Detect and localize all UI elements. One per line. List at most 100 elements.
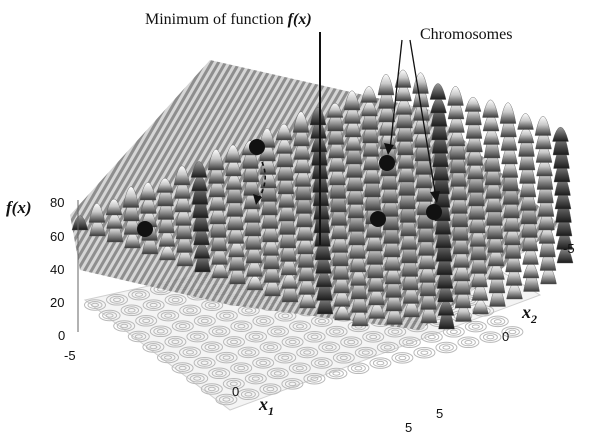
contour-ring <box>464 340 473 345</box>
contour-ring <box>229 381 238 387</box>
contour-ring <box>142 341 165 353</box>
contour-ring <box>303 350 312 355</box>
contour-ring <box>233 364 249 373</box>
surface-peak <box>343 90 361 111</box>
contour-ring <box>262 385 278 394</box>
contour-ring <box>135 315 158 327</box>
contour-ring <box>288 362 311 374</box>
contour-ring <box>336 353 352 362</box>
chromosome-markers <box>137 139 442 237</box>
contour-ring <box>402 338 418 347</box>
contour-ring <box>160 311 176 320</box>
contour-ring <box>449 329 458 335</box>
z-axis-label: f(x) <box>6 198 31 217</box>
contour-ring <box>241 348 257 357</box>
contour-ring <box>244 372 267 385</box>
contour-ring <box>230 362 253 374</box>
x2-tick: 5 <box>436 406 443 421</box>
chromosome-point <box>370 211 386 227</box>
contour-ring <box>240 390 256 399</box>
contour-ring <box>263 343 279 352</box>
contour-ring <box>197 316 213 325</box>
contour-ring <box>171 297 180 303</box>
contour-ring <box>219 311 235 320</box>
contour-ring <box>244 350 253 355</box>
contour-ring <box>204 301 220 310</box>
x1-axis: -5 0 5 x1 <box>64 348 412 433</box>
contour-ring <box>288 381 297 387</box>
contour-ring <box>307 332 323 341</box>
contour-ring <box>354 366 363 371</box>
x2-tick: 0 <box>502 329 509 344</box>
contour-ring <box>182 348 198 357</box>
contour-ring <box>292 364 308 373</box>
surface-peak <box>534 116 552 136</box>
contour-ring <box>486 315 509 328</box>
surface-peak <box>522 262 540 279</box>
contour-ring <box>289 320 311 333</box>
surface-peak <box>292 111 310 133</box>
contour-ring <box>259 341 282 353</box>
contour-ring <box>332 329 341 334</box>
contour-ring <box>394 353 410 362</box>
contour-ring <box>201 341 223 353</box>
contour-ring <box>398 336 421 348</box>
function-surface <box>70 60 574 330</box>
contour-ring <box>471 324 480 329</box>
annotation-text: Minimum of function f(x) Chromosomes <box>145 11 512 43</box>
z-tick: 0 <box>58 328 65 343</box>
contour-ring <box>127 330 150 343</box>
contour-ring <box>361 350 370 355</box>
contour-ring <box>332 352 355 364</box>
contour-ring <box>171 362 194 374</box>
contour-ring <box>237 346 260 359</box>
contour-ring <box>215 309 238 322</box>
surface-peak <box>71 215 89 231</box>
contour-ring <box>186 372 209 385</box>
contour-ring <box>486 334 495 340</box>
contour-ring <box>178 365 187 371</box>
contour-ring <box>175 322 191 331</box>
surface-peak <box>447 86 464 106</box>
surface-peak <box>394 69 412 88</box>
contour-ring <box>113 320 136 332</box>
contour-ring <box>255 317 271 325</box>
contour-ring <box>325 325 348 338</box>
contour-ring <box>266 367 289 380</box>
contour-ring <box>267 325 289 338</box>
contour-ring <box>460 338 476 347</box>
surface-peak <box>156 177 174 193</box>
contour-ring <box>317 360 326 366</box>
contour-ring <box>215 371 224 376</box>
contour-ring <box>391 329 400 334</box>
surface-peak <box>105 198 123 216</box>
chromosome-point <box>249 139 265 155</box>
contour-ring <box>237 323 246 329</box>
surface-peak <box>173 165 191 186</box>
contour-ring <box>142 299 165 311</box>
contour-ring <box>178 323 187 329</box>
contour-ring <box>306 374 322 383</box>
surface-peak <box>499 102 517 124</box>
arrowhead-1 <box>384 143 394 155</box>
contour-ring <box>281 355 290 360</box>
surface-peak <box>139 182 157 201</box>
contour-ring <box>179 346 201 359</box>
contour-ring <box>230 339 238 345</box>
contour-ring <box>413 346 436 359</box>
surface-peak <box>360 86 378 103</box>
contour-ring <box>296 346 319 359</box>
contour-ring <box>504 327 520 336</box>
contour-ring <box>91 302 99 308</box>
contour-ring <box>179 304 202 317</box>
contour-ring <box>120 323 129 329</box>
surface-peak <box>430 97 447 114</box>
contour-ring <box>365 332 381 341</box>
contour-ring <box>325 345 334 350</box>
contour-ring <box>354 346 377 359</box>
contour-ring <box>160 353 176 362</box>
contour-ring <box>128 288 150 301</box>
contour-ring <box>296 324 304 329</box>
contour-ring <box>292 322 308 331</box>
contour-ring <box>369 357 392 369</box>
